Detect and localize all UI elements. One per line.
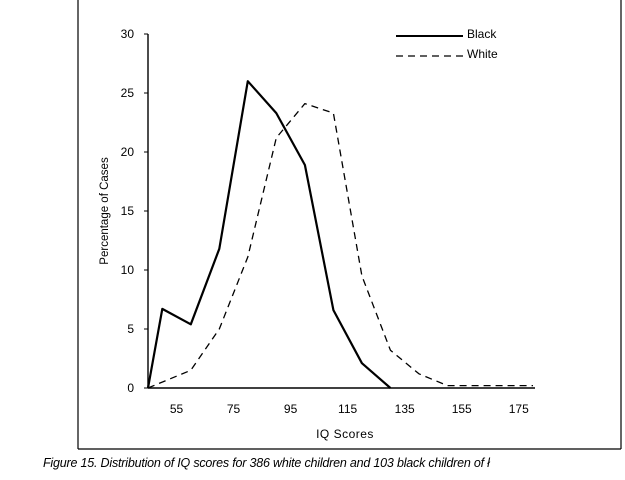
y-tick-label: 0 xyxy=(127,381,134,395)
x-tick-label: 115 xyxy=(338,402,357,416)
y-tick-label: 5 xyxy=(127,322,134,336)
x-tick-labels: 55 75 95 115 135 155 175 xyxy=(170,402,529,416)
x-tick-label: 95 xyxy=(284,402,298,416)
y-axis-label: Percentage of Cases xyxy=(99,157,111,265)
figure-caption: Figure 15. Distribution of IQ scores for… xyxy=(43,456,490,470)
y-tick-labels: 0 5 10 15 20 25 30 xyxy=(121,27,148,395)
x-tick-label: 135 xyxy=(395,402,415,416)
series-line-white xyxy=(147,102,533,389)
series-lines xyxy=(146,80,533,389)
x-tick-label: 155 xyxy=(452,402,472,416)
x-tick-label: 75 xyxy=(227,402,241,416)
legend: Black White xyxy=(396,27,498,61)
y-tick-label: 15 xyxy=(121,204,135,218)
y-tick-label: 10 xyxy=(121,263,135,277)
x-axis-label: IQ Scores xyxy=(316,427,374,441)
legend-label-black: Black xyxy=(467,27,497,41)
y-tick-label: 20 xyxy=(121,145,135,159)
legend-label-white: White xyxy=(467,47,498,61)
y-tick-label: 30 xyxy=(121,27,135,41)
series-line-black xyxy=(146,80,392,389)
y-tick-label: 25 xyxy=(121,86,135,100)
x-tick-label: 55 xyxy=(170,402,184,416)
x-tick-label: 175 xyxy=(509,402,529,416)
